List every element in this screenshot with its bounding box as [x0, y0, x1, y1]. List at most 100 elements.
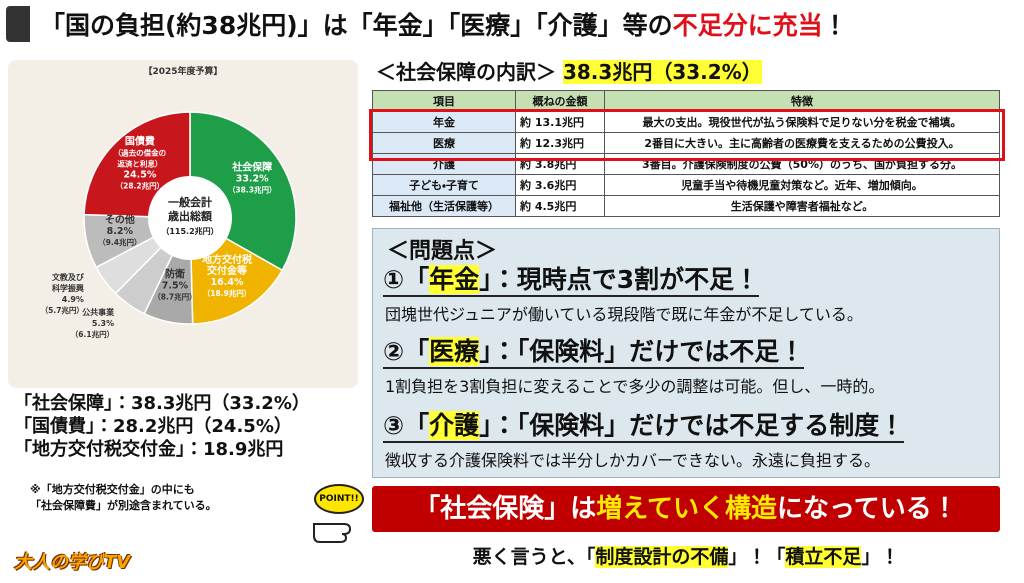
problem-text: 団塊世代ジュニアが働いている現段階で既に年金が不足している。 — [385, 305, 863, 324]
center-text: 一般会計歳出総額 （115.2兆円） — [161, 195, 218, 236]
summary: 「社会保障」：38.3兆円（33.2%） 「国債費」：28.2兆円（24.5%）「… — [14, 392, 310, 461]
problem-title-part: ①「 — [383, 265, 430, 294]
note-line: ※「地方交付税交付金」の中にも — [30, 483, 195, 496]
problem-title-part: 」：「保険料」だけでは不足する制度！ — [479, 411, 905, 440]
problem-title-part: ③「 — [383, 411, 430, 440]
title-tab — [6, 6, 30, 42]
problems-heading: ＜問題点＞ — [387, 239, 498, 264]
table-cell: 約 4.5兆円 — [515, 195, 605, 217]
category-line: 地方交付税 — [202, 253, 252, 266]
amount-label: （38.3兆円） — [228, 185, 277, 195]
category-line: その他 — [105, 213, 135, 226]
logo: 大人の学びTV — [14, 552, 131, 573]
breakdown-heading: ＜社会保障の内訳＞ 38.3兆円（33.2%） — [376, 56, 762, 85]
category-line: 科学振興 — [52, 283, 84, 293]
note: ※「地方交付税交付金」の中にも「社会保障費」が別途含まれている。 — [30, 482, 217, 514]
banner-part: になっている！ — [777, 494, 958, 524]
heading-text: ＜社会保障の内訳＞ — [376, 60, 556, 84]
problem-title: ③「介護」：「保険料」だけでは不足する制度！ — [383, 411, 905, 443]
table-cell: 児童手当や待機児童対策など。近年、増加傾向。 — [604, 174, 1000, 196]
center-line: （115.2兆円） — [161, 226, 218, 236]
table-row: 年金約 13.1兆円 最大の支出。現役世代が払う保険料で足りない分を税金で補填。 — [372, 111, 1000, 133]
hand-icon — [313, 523, 352, 543]
category-line: 交付金等 — [207, 264, 247, 277]
closing-part: 積立不足 — [785, 546, 862, 568]
segment-label: 国債費（過去の借金の返済と利息） 24.5%（28.2兆円） — [114, 134, 167, 190]
category-line: 返済と利息） — [117, 158, 162, 168]
table-cell: 福祉他（生活保護等） — [372, 195, 516, 217]
problem-title-part: 」：現時点で3割が不足！ — [479, 265, 760, 294]
table-cell: 約 13.1兆円 — [515, 111, 605, 133]
category-line: 社会保障 — [231, 161, 272, 174]
closing-part: 」！ — [861, 546, 900, 568]
table-cell: 2番目に大きい。主に高齢者の医療費を支えるための公費投入。 — [604, 132, 1000, 154]
table-row: 福祉他（生活保護等）約 4.5兆円 生活保護や障害者福祉など。 — [372, 195, 1000, 217]
title-part: 「国の負担(約38兆円)」は「年金」「医療」「介護」等の — [40, 11, 673, 40]
category-line: 防衛 — [165, 267, 185, 280]
segment-label: 公共事業 5.3%（6.1兆円） — [71, 307, 115, 339]
problem-title-part: 」：「保険料」だけでは不足！ — [479, 337, 805, 366]
note-line: 「社会保障費」が別途含まれている。 — [30, 499, 217, 512]
problem-title-part: 介護 — [429, 411, 480, 440]
amount-label: （6.1兆円） — [71, 329, 114, 339]
amount-label: （9.4兆円） — [98, 237, 141, 247]
table-cell: 生活保護や障害者福祉など。 — [604, 195, 1000, 217]
category-line: 国債費 — [125, 134, 155, 147]
category-line: 文教及び — [52, 272, 84, 282]
banner: 「社会保険」は増えていく構造になっている！ — [372, 486, 1000, 532]
value-label: 7.5% — [162, 280, 189, 291]
table-header: 特徴 — [604, 90, 1000, 112]
amount-label: （28.2兆円） — [116, 180, 165, 190]
banner-part: 増えていく構造 — [596, 494, 777, 524]
value-label: 24.5% — [123, 169, 156, 180]
value-label: 33.2% — [236, 174, 269, 185]
category-line: 公共事業 — [82, 307, 115, 317]
heading-highlight: 38.3兆円（33.2%） — [562, 60, 762, 84]
segment-label: 社会保障 33.2%（38.3兆円） — [228, 161, 277, 195]
value-label: 4.9% — [62, 295, 84, 304]
problem-title-part: 医療 — [429, 337, 480, 366]
amount-label: （5.7兆円） — [41, 305, 84, 315]
title-part: 不足分に充当 — [672, 11, 823, 40]
donut-center — [148, 176, 232, 260]
donut-chart: 【2025年度予算】 一般会計歳出総額 （115.2兆円） 社会保障 33.2%（38… — [41, 65, 297, 339]
table-header: 概ねの金額 — [515, 90, 605, 112]
summary-line: 「国債費」：28.2兆円（24.5%） — [14, 416, 292, 437]
banner-part: 「社会保険」は — [414, 494, 597, 524]
segment-label: 地方交付税交付金等 16.4%（18.9兆円） — [202, 253, 252, 298]
category-line: （過去の借金の — [114, 147, 167, 157]
segment-label: その他 8.2%（9.4兆円） — [98, 213, 141, 247]
table-cell: 約 3.6兆円 — [515, 174, 605, 196]
table-cell: 最大の支出。現役世代が払う保険料で足りない分を税金で補填。 — [604, 111, 1000, 133]
problem-title-part: ②「 — [383, 337, 430, 366]
table-cell: 年金 — [372, 111, 516, 133]
problem-title: ①「年金」：現時点で3割が不足！ — [383, 265, 760, 297]
breakdown-table: 項目 概ねの金額 特徴 年金約 13.1兆円 最大の支出。現役世代が払う保険料で足りない… — [372, 90, 1000, 217]
amount-label: （8.7兆円） — [153, 291, 196, 301]
segment-label: 文教及び科学振興 4.9%（5.7兆円） — [41, 272, 84, 315]
problem-text: 1割負担を3割負担に変えることで多少の調整は可能。但し、一時的。 — [385, 377, 885, 396]
center-line: 一般会計 — [168, 195, 212, 209]
summary-line: 「地方交付税交付金」：18.9兆円 — [14, 439, 284, 460]
point-badge: POINT!! — [314, 484, 364, 514]
problem-text: 徴収する介護保険料では半分しかカバーできない。永遠に負担する。 — [385, 451, 881, 470]
chart-caption: 【2025年度予算】 — [143, 65, 222, 77]
table-row: 医療約 12.3兆円 2番目に大きい。主に高齢者の医療費を支えるための公費投入。 — [372, 132, 1000, 154]
value-label: 8.2% — [107, 226, 134, 237]
slide-title: 「国の負担(約38兆円)」は「年金」「医療」「介護」等の不足分に充当！ — [40, 6, 848, 42]
problem-title-part: 年金 — [429, 265, 480, 294]
summary-line: 「社会保障」：38.3兆円（33.2%） — [14, 393, 310, 414]
highlight-box — [369, 109, 1005, 161]
closing-part: 悪く言うと、「 — [472, 546, 596, 568]
segment-label: 防衛 7.5%（8.7兆円） — [153, 267, 196, 301]
table-cell: 子ども・子育て — [372, 174, 516, 196]
value-label: 5.3% — [92, 319, 114, 328]
center-line: 歳出総額 — [168, 209, 213, 223]
amount-label: （18.9兆円） — [203, 288, 252, 298]
closing-part: 制度設計の不備 — [595, 546, 729, 568]
value-label: 16.4% — [211, 277, 244, 288]
closing-part: 」！「 — [728, 546, 786, 568]
closing: 悪く言うと、「制度設計の不備」！「積立不足」！ — [372, 542, 1000, 569]
title-part: ！ — [822, 11, 848, 40]
